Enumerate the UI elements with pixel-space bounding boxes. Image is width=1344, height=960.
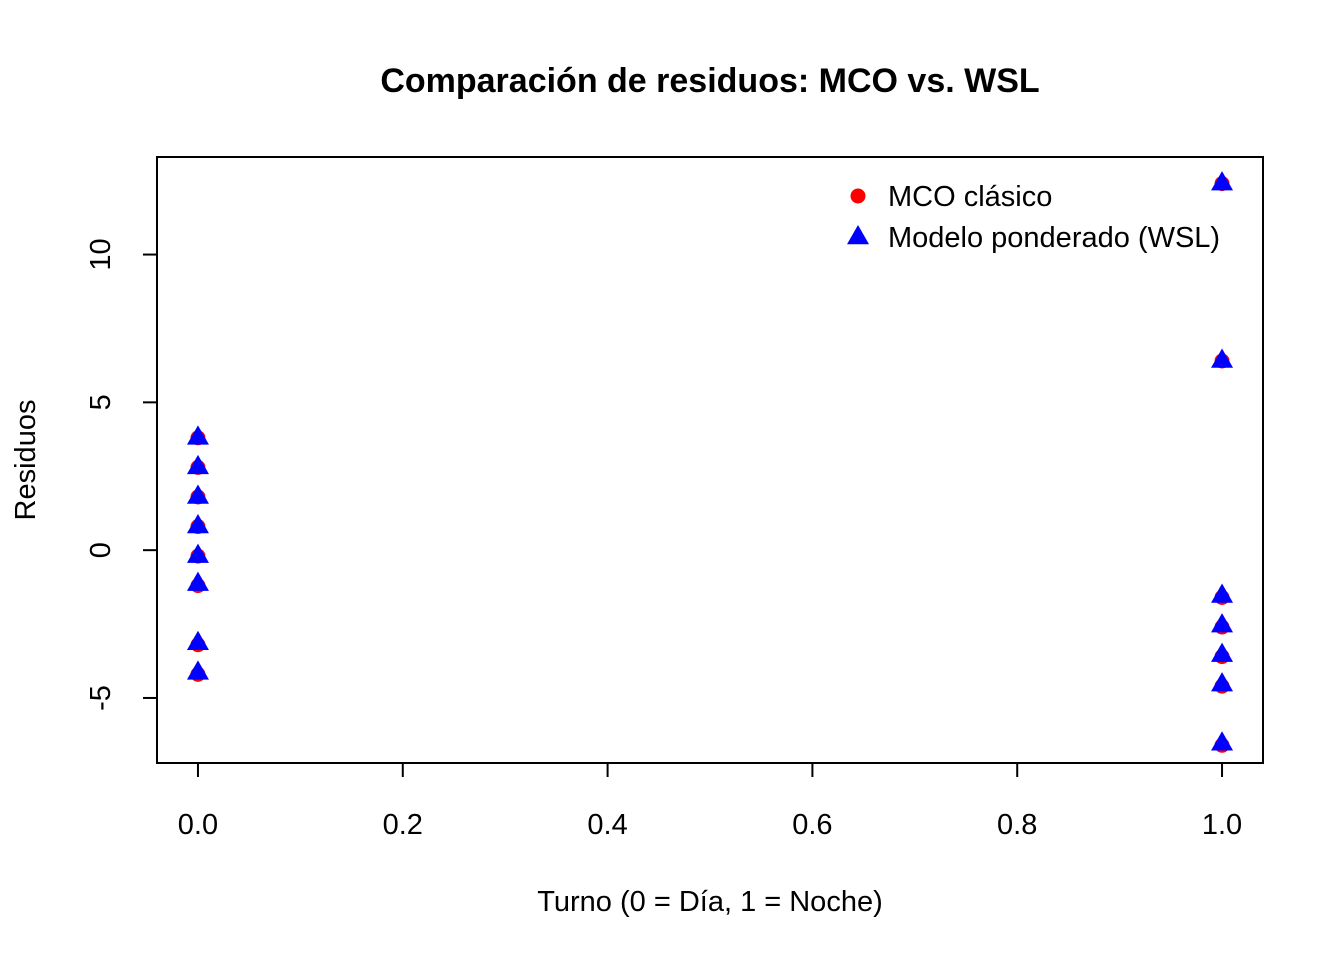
wsl-point: [186, 425, 209, 445]
legend: MCO clásico Modelo ponderado (WSL): [847, 181, 1220, 254]
x-tick-label: 1.0: [1202, 809, 1242, 841]
wsl-point: [1211, 613, 1234, 633]
x-tick-label: 0.4: [587, 809, 627, 841]
legend-label: MCO clásico: [888, 181, 1052, 213]
wsl-point: [186, 571, 209, 591]
x-tick-label: 0.0: [178, 809, 218, 841]
y-tick-label: 10: [85, 238, 117, 270]
wsl-point: [186, 543, 209, 563]
x-tick-label: 0.8: [997, 809, 1037, 841]
y-axis-label: Residuos: [10, 400, 42, 521]
x-axis-label: Turno (0 = Día, 1 = Noche): [537, 886, 882, 918]
wsl-point: [1211, 583, 1234, 603]
legend-label: Modelo ponderado (WSL): [888, 222, 1220, 254]
y-tick-label: 5: [85, 394, 117, 410]
y-tick-label: -5: [85, 685, 117, 711]
wsl-point: [1211, 642, 1234, 662]
wsl-point: [186, 630, 209, 651]
legend-marker-circle: [850, 188, 866, 204]
y-axis: -5 0 5 10: [85, 238, 158, 711]
wsl-point: [186, 514, 209, 534]
x-tick-label: 0.6: [792, 809, 832, 841]
wsl-point: [186, 484, 209, 504]
x-axis: 0.0 0.2 0.4 0.6 0.8 1.0: [178, 762, 1242, 841]
data-points: [186, 171, 1234, 753]
wsl-point: [1211, 348, 1234, 368]
x-tick-label: 0.2: [383, 809, 423, 841]
chart-title: Comparación de residuos: MCO vs. WSL: [380, 62, 1039, 100]
wsl-point: [186, 660, 209, 680]
wsl-point: [1211, 171, 1234, 191]
y-tick-label: 0: [85, 542, 117, 558]
legend-marker-triangle: [847, 225, 869, 245]
wsl-point: [1211, 731, 1234, 751]
wsl-point: [1211, 672, 1234, 692]
wsl-point: [186, 454, 209, 475]
